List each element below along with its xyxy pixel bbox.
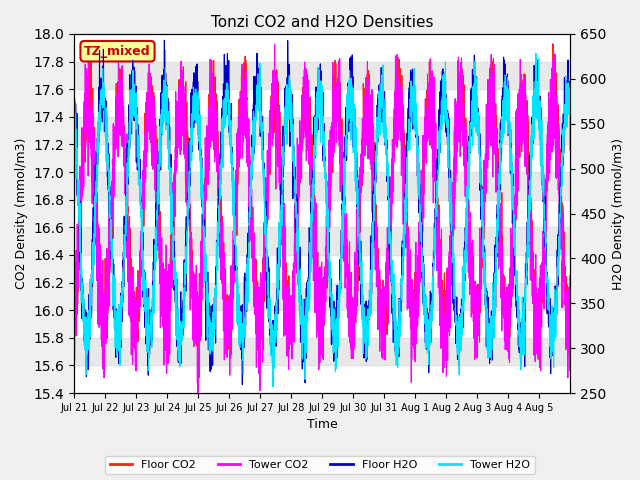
Tower CO2 [271,41,278,47]
Text: TZ_mixed: TZ_mixed [84,45,151,58]
Floor H2O [389,339,397,345]
Bar [74,172,570,200]
Tower H2O [269,384,277,390]
Floor H2O [292,199,300,205]
Tower CO2 [194,390,202,396]
Floor H2O [411,85,419,91]
Line: Tower CO2: Tower CO2 [74,44,570,393]
Bar [74,117,570,144]
Tower CO2 [134,298,141,303]
Floor H2O [134,105,141,111]
Tower H2O [70,85,78,91]
Tower H2O [134,123,141,129]
Line: Tower H2O: Tower H2O [74,53,570,387]
Floor CO2 [291,234,299,240]
Floor H2O [161,37,168,43]
Line: Floor H2O: Floor H2O [74,40,570,384]
Bar [74,228,570,255]
Legend: Floor CO2, Tower CO2, Floor H2O, Tower H2O: Floor CO2, Tower CO2, Floor H2O, Tower H… [105,456,535,474]
Floor CO2 [536,364,543,370]
Floor CO2 [134,292,141,298]
Floor H2O [566,124,574,130]
Floor H2O [239,382,246,387]
Tower CO2 [411,299,419,305]
Bar [74,338,570,365]
Floor CO2 [411,269,419,275]
Floor CO2 [330,80,338,85]
Floor CO2 [566,335,574,341]
X-axis label: Time: Time [307,419,338,432]
Floor H2O [70,98,78,104]
Floor CO2 [287,314,295,320]
Bar [74,283,570,310]
Floor CO2 [389,139,397,144]
Tower H2O [292,184,300,190]
Tower CO2 [389,168,397,173]
Tower CO2 [292,247,300,253]
Floor H2O [330,340,338,346]
Tower H2O [532,50,540,56]
Tower H2O [330,332,338,338]
Tower CO2 [287,341,295,347]
Title: Tonzi CO2 and H2O Densities: Tonzi CO2 and H2O Densities [211,15,433,30]
Bar [74,61,570,89]
Tower CO2 [330,143,338,148]
Tower H2O [389,305,397,311]
Tower CO2 [70,343,78,349]
Y-axis label: H2O Density (mmol/m3): H2O Density (mmol/m3) [612,138,625,289]
Floor CO2 [70,311,78,316]
Floor CO2 [549,41,557,47]
Tower H2O [287,88,295,94]
Y-axis label: CO2 Density (mmol/m3): CO2 Density (mmol/m3) [15,138,28,289]
Tower H2O [411,111,419,117]
Floor H2O [287,90,295,96]
Tower H2O [566,118,574,124]
Line: Floor CO2: Floor CO2 [74,44,570,367]
Tower CO2 [566,293,574,299]
